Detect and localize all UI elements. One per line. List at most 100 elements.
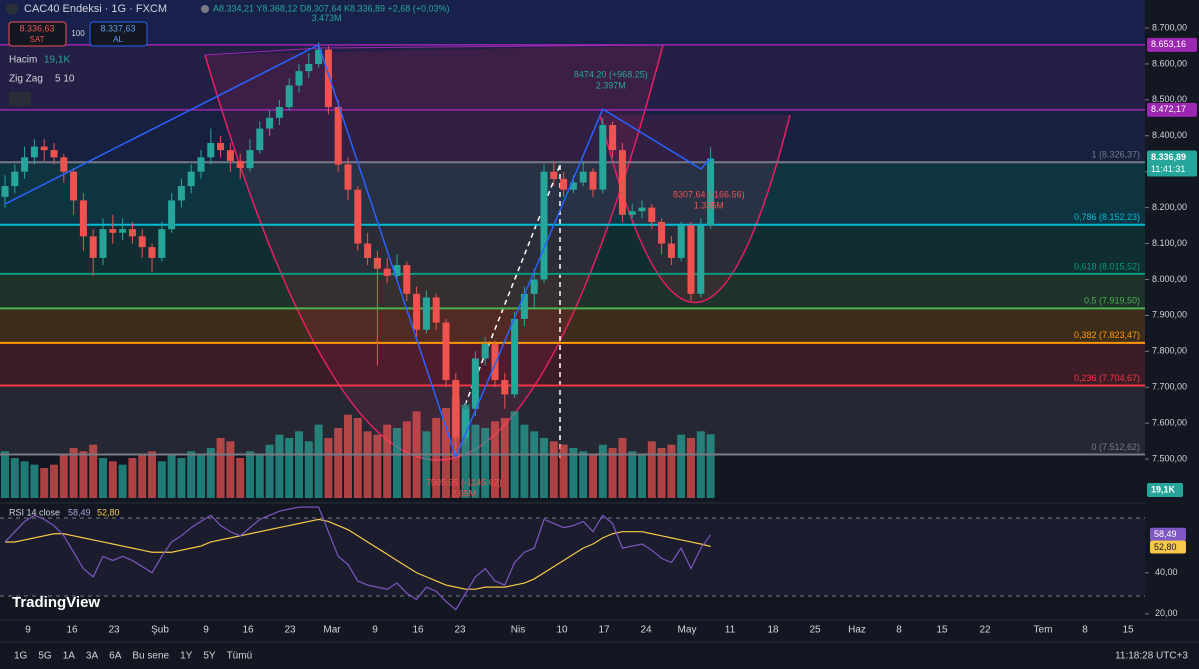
- sell-price[interactable]: 8.336,63: [19, 23, 54, 33]
- candle-body: [501, 380, 509, 395]
- volume-bar: [520, 424, 529, 498]
- fib-label: 0,786 (8.152,23): [1074, 212, 1140, 222]
- buy-button[interactable]: [89, 21, 148, 47]
- ohlc: A8.334,21 Y8.368,12 D8.307,64 K8.336,89 …: [213, 3, 450, 13]
- candle-body: [246, 150, 254, 169]
- price-badge: [1147, 37, 1197, 52]
- sell-button[interactable]: [8, 21, 67, 47]
- rsi-line: [4, 506, 712, 611]
- symbol: CAC40 Endeksi · 1G · FXCM: [24, 3, 167, 15]
- volume-bar: [618, 438, 627, 498]
- sell-label[interactable]: SAT: [30, 35, 45, 44]
- rsi-label: RSI 14 close: [9, 507, 60, 517]
- candle-body: [560, 178, 568, 190]
- rsi-tick-label: 40,00: [1155, 567, 1178, 577]
- candle-body: [442, 322, 450, 381]
- volume-bar: [30, 464, 39, 498]
- candle-body: [256, 128, 264, 151]
- range-button[interactable]: 5G: [38, 651, 52, 662]
- candle-body: [177, 186, 185, 201]
- volume-bar: [559, 444, 568, 498]
- volume-bar: [255, 454, 264, 498]
- status-dot: [201, 5, 209, 13]
- y-tick-label: 7.500,00: [1152, 453, 1187, 463]
- x-tick-label: 25: [809, 625, 821, 636]
- rsi-badge: [1150, 527, 1186, 541]
- x-tick-label: 10: [556, 625, 568, 636]
- buy-price[interactable]: 8.337,63: [100, 23, 135, 33]
- rsi-pane: [0, 506, 1145, 611]
- volume-bar: [344, 414, 352, 498]
- volume-bar: [579, 451, 588, 498]
- volume-bar: [598, 444, 607, 498]
- pivot-label: 8474.20 (+968.25): [574, 69, 648, 79]
- x-tick-label: 23: [108, 625, 120, 636]
- volume-bar: [363, 431, 372, 498]
- volume-bar: [334, 428, 343, 498]
- zigzag: [4, 43, 712, 460]
- quantity[interactable]: 100: [71, 29, 85, 38]
- pivot-volume: 3.473M: [312, 13, 342, 23]
- x-tick-label: 18: [767, 625, 779, 636]
- candle-body: [432, 297, 440, 323]
- y-tick-label: 7.900,00: [1152, 310, 1187, 320]
- cup-fill: [205, 45, 663, 461]
- volume-bar: [353, 418, 362, 498]
- candle-body: [540, 171, 548, 280]
- volume-badge-label: 19,1K: [1151, 484, 1176, 494]
- price-badge-label: 8.653,16: [1151, 39, 1186, 49]
- volume-bar: [79, 451, 88, 498]
- volume-bar: [216, 438, 225, 498]
- candle-body: [373, 257, 381, 269]
- candle-body: [50, 150, 58, 158]
- range-button[interactable]: Bu sene: [132, 651, 169, 662]
- candle-body: [599, 125, 607, 190]
- candle-body: [295, 71, 303, 86]
- range-button[interactable]: 1A: [63, 651, 76, 662]
- y-tick-label: 7.700,00: [1152, 382, 1187, 392]
- range-button[interactable]: 5Y: [203, 651, 216, 662]
- range-button[interactable]: 1Y: [180, 651, 193, 662]
- volume-bar: [89, 444, 98, 498]
- volume-bar: [226, 441, 235, 498]
- candle-body: [471, 358, 479, 409]
- candle-body: [315, 49, 323, 64]
- volume-bar: [285, 438, 294, 498]
- range-button[interactable]: 6A: [109, 651, 122, 662]
- zigzag-params: 5 10: [55, 74, 75, 85]
- volume-bar: [569, 448, 578, 498]
- candle-body: [579, 171, 587, 183]
- clock: 11:18:28 UTC+3: [1115, 651, 1188, 662]
- candle-body: [79, 200, 87, 237]
- handle-curve: [599, 114, 791, 303]
- volume-bar: [295, 431, 303, 498]
- volume-bar: [422, 431, 431, 498]
- buy-label[interactable]: AL: [113, 35, 123, 44]
- candle-body: [60, 157, 68, 172]
- range-button[interactable]: Tümü: [227, 651, 253, 662]
- volume-bar: [461, 404, 470, 498]
- volume-bar: [540, 438, 548, 498]
- range-button[interactable]: 1G: [14, 651, 28, 662]
- y-tick-label: 8.600,00: [1152, 58, 1187, 68]
- header: CAC40 Endeksi · 1G · FXCM A8.334,21 Y8.3…: [6, 3, 450, 106]
- volume-bar: [304, 441, 313, 498]
- y-tick-label: 8.200,00: [1152, 202, 1187, 212]
- volume-bar: [481, 428, 490, 498]
- x-tick-label: 23: [454, 625, 466, 636]
- volume-bar: [206, 448, 215, 498]
- range-button[interactable]: 3A: [86, 651, 99, 662]
- collapse-button[interactable]: [9, 92, 31, 106]
- rsi-ma-badge-label: 52,80: [1154, 542, 1177, 552]
- rsi-band: [0, 518, 1145, 596]
- candle-body: [217, 142, 225, 151]
- candle-body: [21, 157, 29, 172]
- volume-bar: [373, 434, 382, 498]
- candle-body: [403, 265, 411, 294]
- fib-band: [0, 273, 1145, 309]
- x-tick-label: May: [678, 625, 697, 636]
- volume-bar: [50, 464, 58, 498]
- fib-label: 0 (7.512,62): [1091, 442, 1140, 452]
- y-tick-label: 7.600,00: [1152, 418, 1187, 428]
- candle-body: [305, 63, 313, 72]
